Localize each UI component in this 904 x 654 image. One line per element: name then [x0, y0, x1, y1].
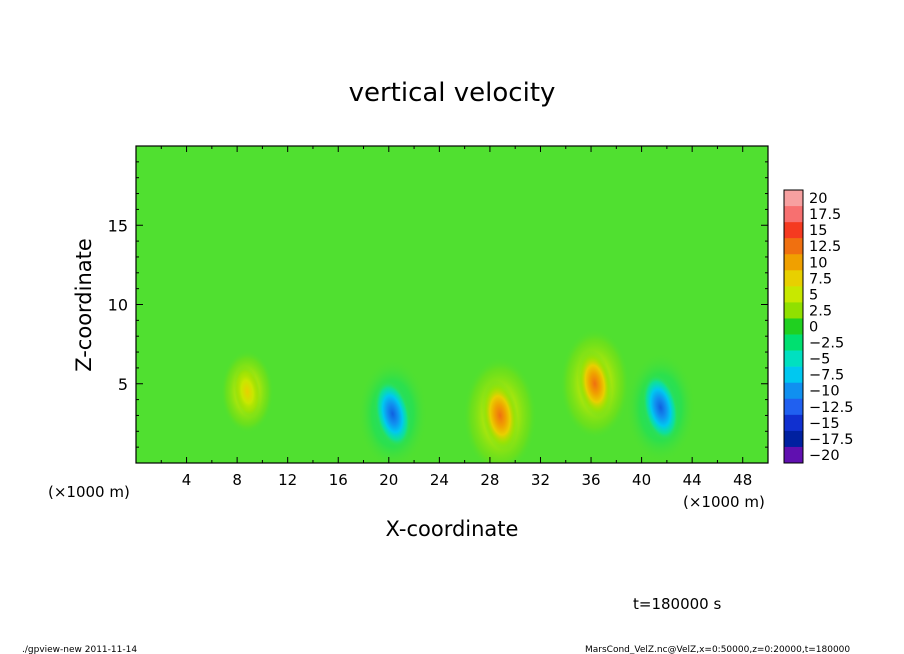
colorbar-swatch-2 — [784, 206, 803, 223]
colorbar-swatch-14 — [784, 398, 803, 416]
chart-title: vertical velocity — [349, 78, 556, 108]
colorbar: 2017.51512.5107.552.50−2.5−5−7.5−10−12.5… — [783, 189, 853, 464]
x-tick-label-24: 24 — [430, 471, 449, 489]
velocity-cells — [220, 328, 696, 463]
x-tick-label-20: 20 — [379, 471, 398, 489]
colorbar-swatch-11 — [784, 350, 803, 367]
colorbar-label-11: −5 — [809, 352, 830, 368]
x-tick-label-16: 16 — [329, 471, 348, 489]
velocity-cell-1 — [234, 366, 261, 418]
x-unit-label-right: (×1000 m) — [683, 493, 765, 511]
y-tick-label-10: 10 — [108, 296, 128, 315]
colorbar-label-4: 12.5 — [809, 239, 841, 255]
x-tick-label-48: 48 — [733, 471, 752, 489]
x-tick-label-36: 36 — [581, 471, 600, 489]
colorbar-swatch-1 — [784, 190, 803, 207]
colorbar-label-1: 20 — [809, 191, 827, 207]
y-axis-ticks: 5 10 15 — [108, 161, 768, 448]
time-label: t=180000 s — [633, 595, 721, 613]
x-axis-ticks: 4 8 12 16 20 24 28 32 36 40 44 48 — [160, 146, 752, 489]
y-tick-label-15: 15 — [108, 216, 128, 235]
colorbar-label-13: −10 — [809, 384, 840, 400]
colorbar-label-9: 0 — [809, 320, 818, 336]
x-tick-label-8: 8 — [232, 471, 242, 489]
colorbar-swatch-10 — [784, 334, 803, 351]
footer-right-note: MarsCond_VelZ.nc@VelZ,x=0:50000,z=0:2000… — [585, 645, 850, 654]
x-unit-label-left: (×1000 m) — [48, 483, 130, 501]
x-tick-label-40: 40 — [632, 471, 651, 489]
y-axis-label: Z-coordinate — [72, 238, 96, 372]
colorbar-swatch-15 — [784, 414, 803, 432]
x-tick-label-28: 28 — [480, 471, 499, 489]
x-tick-label-44: 44 — [683, 471, 702, 489]
y-tick-label-5: 5 — [118, 375, 128, 394]
x-axis-label: X-coordinate — [386, 517, 519, 541]
velocity-cell-4 — [577, 350, 613, 418]
colorbar-swatch-8 — [784, 302, 803, 319]
colorbar-swatch-9 — [784, 318, 803, 335]
colorbar-label-3: 15 — [809, 223, 827, 239]
colorbar-label-16: −17.5 — [809, 432, 853, 448]
colorbar-label-6: 7.5 — [809, 271, 832, 287]
x-tick-label-12: 12 — [278, 471, 297, 489]
velocity-cell-2 — [374, 380, 411, 448]
plot-area — [136, 146, 768, 463]
colorbar-label-7: 5 — [809, 287, 818, 303]
colorbar-swatch-6 — [784, 270, 803, 287]
colorbar-label-10: −2.5 — [809, 336, 844, 352]
velocity-cell-5 — [642, 374, 679, 441]
colorbar-swatch-16 — [784, 430, 803, 448]
colorbar-label-17: −20 — [809, 448, 840, 464]
colorbar-swatch-5 — [784, 254, 803, 271]
colorbar-swatch-17 — [784, 446, 803, 464]
colorbar-label-15: −15 — [809, 416, 840, 432]
colorbar-label-5: 10 — [809, 255, 827, 271]
colorbar-label-2: 17.5 — [809, 207, 841, 223]
colorbar-label-12: −7.5 — [809, 368, 844, 384]
colorbar-label-14: −12.5 — [809, 400, 853, 416]
footer-left-note: ./gpview-new 2011-11-14 — [22, 645, 137, 654]
colorbar-frame — [783, 189, 804, 464]
x-tick-label-4: 4 — [182, 471, 192, 489]
x-tick-label-32: 32 — [531, 471, 550, 489]
colorbar-swatch-12 — [784, 366, 803, 384]
velocity-cell-3 — [481, 380, 519, 451]
colorbar-label-8: 2.5 — [809, 303, 832, 319]
colorbar-swatch-13 — [784, 382, 803, 400]
colorbar-swatch-4 — [784, 238, 803, 255]
colorbar-swatch-3 — [784, 222, 803, 239]
colorbar-swatch-7 — [784, 286, 803, 303]
